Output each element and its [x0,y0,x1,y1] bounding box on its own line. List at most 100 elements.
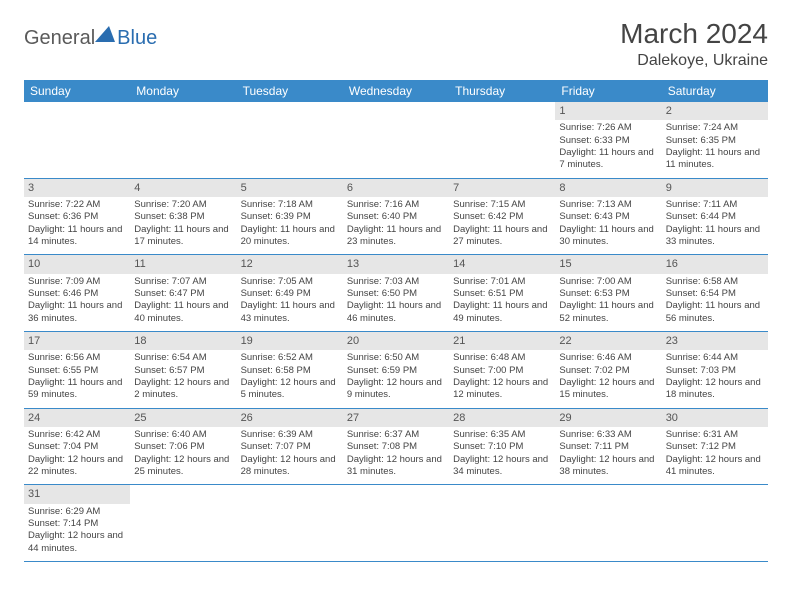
day-number: 14 [449,255,555,273]
sunset-text: Sunset: 7:12 PM [666,441,764,453]
daylight-text: Daylight: 11 hours and 20 minutes. [241,224,339,249]
sunrise-text: Sunrise: 7:24 AM [666,122,764,134]
daylight-text: Daylight: 11 hours and 17 minutes. [134,224,232,249]
day-number: 30 [662,409,768,427]
calendar-day-cell: 17Sunrise: 6:56 AMSunset: 6:55 PMDayligh… [24,332,130,409]
calendar-day-cell [237,102,343,178]
day-number: 2 [662,102,768,120]
daylight-text: Daylight: 11 hours and 36 minutes. [28,300,126,325]
day-number: 7 [449,179,555,197]
day-number: 31 [24,485,130,503]
calendar-day-cell: 20Sunrise: 6:50 AMSunset: 6:59 PMDayligh… [343,332,449,409]
calendar-day-cell [555,485,661,562]
logo-text-general: General [24,27,95,50]
sunset-text: Sunset: 6:39 PM [241,211,339,223]
sunset-text: Sunset: 7:04 PM [28,441,126,453]
day-number: 8 [555,179,661,197]
sunrise-text: Sunrise: 7:16 AM [347,199,445,211]
sunrise-text: Sunrise: 6:56 AM [28,352,126,364]
logo: General Blue [24,18,157,50]
sunrise-text: Sunrise: 6:29 AM [28,506,126,518]
daylight-text: Daylight: 12 hours and 34 minutes. [453,454,551,479]
daylight-text: Daylight: 12 hours and 9 minutes. [347,377,445,402]
sunrise-text: Sunrise: 6:46 AM [559,352,657,364]
sunset-text: Sunset: 6:36 PM [28,211,126,223]
day-number: 19 [237,332,343,350]
calendar-day-cell: 30Sunrise: 6:31 AMSunset: 7:12 PMDayligh… [662,408,768,485]
daylight-text: Daylight: 11 hours and 40 minutes. [134,300,232,325]
calendar-day-cell: 6 Sunrise: 7:16 AMSunset: 6:40 PMDaylight… [343,178,449,255]
day-number: 9 [662,179,768,197]
logo-triangle-icon [95,26,115,42]
calendar-day-cell: 28Sunrise: 6:35 AMSunset: 7:10 PMDayligh… [449,408,555,485]
sunset-text: Sunset: 7:14 PM [28,518,126,530]
day-number: 26 [237,409,343,427]
day-number: 18 [130,332,236,350]
calendar-week-row: 3Sunrise: 7:22 AMSunset: 6:36 PMDaylight… [24,178,768,255]
calendar-day-cell [343,485,449,562]
day-number: 28 [449,409,555,427]
calendar-day-cell: 22Sunrise: 6:46 AMSunset: 7:02 PMDayligh… [555,332,661,409]
calendar-day-cell: 16Sunrise: 6:58 AMSunset: 6:54 PMDayligh… [662,255,768,332]
sunrise-text: Sunrise: 6:42 AM [28,429,126,441]
sunset-text: Sunset: 6:54 PM [666,288,764,300]
day-number: 5 [237,179,343,197]
daylight-text: Daylight: 12 hours and 22 minutes. [28,454,126,479]
daylight-text: Daylight: 12 hours and 15 minutes. [559,377,657,402]
day-number: 21 [449,332,555,350]
location-label: Dalekoye, Ukraine [620,52,768,70]
calendar-day-cell: 26Sunrise: 6:39 AMSunset: 7:07 PMDayligh… [237,408,343,485]
day-number: 17 [24,332,130,350]
day-header-monday: Monday [130,80,236,102]
day-number: 10 [24,255,130,273]
sunrise-text: Sunrise: 6:58 AM [666,276,764,288]
sunrise-text: Sunrise: 7:07 AM [134,276,232,288]
calendar-day-cell [24,102,130,178]
calendar-day-cell: 7Sunrise: 7:15 AMSunset: 6:42 PMDaylight… [449,178,555,255]
sunset-text: Sunset: 7:10 PM [453,441,551,453]
calendar-day-cell [662,485,768,562]
sunset-text: Sunset: 6:46 PM [28,288,126,300]
daylight-text: Daylight: 12 hours and 12 minutes. [453,377,551,402]
sunset-text: Sunset: 7:11 PM [559,441,657,453]
day-number: 16 [662,255,768,273]
day-number: 27 [343,409,449,427]
calendar-body: 1Sunrise: 7:26 AMSunset: 6:33 PMDaylight… [24,102,768,562]
daylight-text: Daylight: 11 hours and 7 minutes. [559,147,657,172]
calendar-day-cell: 27Sunrise: 6:37 AMSunset: 7:08 PMDayligh… [343,408,449,485]
sunrise-text: Sunrise: 6:44 AM [666,352,764,364]
sunset-text: Sunset: 7:02 PM [559,365,657,377]
calendar-header-row: SundayMondayTuesdayWednesdayThursdayFrid… [24,80,768,102]
calendar-day-cell [130,102,236,178]
calendar-day-cell: 5Sunrise: 7:18 AMSunset: 6:39 PMDaylight… [237,178,343,255]
sunset-text: Sunset: 7:00 PM [453,365,551,377]
day-header-saturday: Saturday [662,80,768,102]
sunset-text: Sunset: 6:33 PM [559,135,657,147]
calendar-day-cell: 9Sunrise: 7:11 AMSunset: 6:44 PMDaylight… [662,178,768,255]
daylight-text: Daylight: 11 hours and 46 minutes. [347,300,445,325]
sunset-text: Sunset: 6:40 PM [347,211,445,223]
day-number: 3 [24,179,130,197]
sunset-text: Sunset: 7:06 PM [134,441,232,453]
day-header-tuesday: Tuesday [237,80,343,102]
sunrise-text: Sunrise: 6:40 AM [134,429,232,441]
sunset-text: Sunset: 6:35 PM [666,135,764,147]
daylight-text: Daylight: 11 hours and 33 minutes. [666,224,764,249]
calendar-day-cell: 13Sunrise: 7:03 AMSunset: 6:50 PMDayligh… [343,255,449,332]
day-number: 23 [662,332,768,350]
daylight-text: Daylight: 12 hours and 25 minutes. [134,454,232,479]
daylight-text: Daylight: 11 hours and 23 minutes. [347,224,445,249]
calendar-day-cell: 25Sunrise: 6:40 AMSunset: 7:06 PMDayligh… [130,408,236,485]
day-number: 11 [130,255,236,273]
daylight-text: Daylight: 11 hours and 27 minutes. [453,224,551,249]
sunset-text: Sunset: 6:55 PM [28,365,126,377]
day-number: 6 [343,179,449,197]
daylight-text: Daylight: 11 hours and 49 minutes. [453,300,551,325]
calendar-day-cell: 2Sunrise: 7:24 AMSunset: 6:35 PMDaylight… [662,102,768,178]
calendar-day-cell: 23Sunrise: 6:44 AMSunset: 7:03 PMDayligh… [662,332,768,409]
daylight-text: Daylight: 12 hours and 31 minutes. [347,454,445,479]
day-number: 24 [24,409,130,427]
daylight-text: Daylight: 12 hours and 18 minutes. [666,377,764,402]
daylight-text: Daylight: 11 hours and 52 minutes. [559,300,657,325]
calendar-day-cell [449,485,555,562]
